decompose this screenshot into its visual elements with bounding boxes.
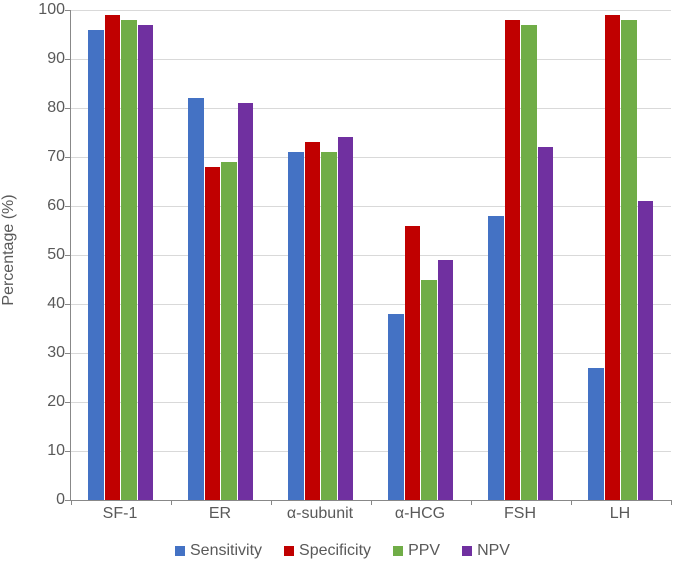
gridline (71, 353, 671, 354)
y-tick-label: 70 (25, 148, 65, 166)
x-tick-mark (71, 500, 72, 505)
gridline (71, 206, 671, 207)
y-tick-label: 20 (25, 393, 65, 411)
x-tick-mark (371, 500, 372, 505)
legend-swatch (462, 546, 472, 556)
bar (488, 216, 504, 500)
gridline (71, 255, 671, 256)
legend-swatch (175, 546, 185, 556)
bar (538, 147, 554, 500)
legend-item: Specificity (284, 542, 371, 560)
x-tick-label: ER (209, 505, 231, 523)
gridline (71, 157, 671, 158)
bar (405, 226, 421, 500)
x-tick-label: LH (610, 505, 630, 523)
bar (221, 162, 237, 500)
legend-label: Sensitivity (190, 542, 262, 560)
legend-item: PPV (393, 542, 440, 560)
bar (421, 280, 437, 501)
bar (305, 142, 321, 500)
y-tick-label: 30 (25, 344, 65, 362)
legend-item: NPV (462, 542, 510, 560)
chart-container: Percentage (%) 0 10 20 30 40 50 60 70 80 90 100 SF… (0, 0, 685, 565)
bar (438, 260, 454, 500)
gridline (71, 402, 671, 403)
bar (205, 167, 221, 500)
y-axis-title: Percentage (%) (0, 194, 18, 305)
legend-label: NPV (477, 542, 510, 560)
gridline (71, 304, 671, 305)
bar (388, 314, 404, 500)
legend-swatch (393, 546, 403, 556)
gridline (71, 10, 671, 11)
bar (321, 152, 337, 500)
bar (505, 20, 521, 500)
legend-label: PPV (408, 542, 440, 560)
gridline (71, 59, 671, 60)
x-tick-label: α-subunit (287, 505, 353, 523)
x-tick-label: α-HCG (395, 505, 445, 523)
bar (288, 152, 304, 500)
y-tick-label: 100 (25, 1, 65, 19)
y-tick-label: 50 (25, 246, 65, 264)
y-tick-label: 90 (25, 50, 65, 68)
y-tick-label: 80 (25, 99, 65, 117)
legend-swatch (284, 546, 294, 556)
x-tick-mark (571, 500, 572, 505)
bar (588, 368, 604, 500)
bar (605, 15, 621, 500)
gridline (71, 108, 671, 109)
x-tick-mark (171, 500, 172, 505)
bar (621, 20, 637, 500)
bar (521, 25, 537, 500)
plot-area (70, 10, 671, 501)
gridline (71, 451, 671, 452)
y-tick-label: 60 (25, 197, 65, 215)
bar (121, 20, 137, 500)
legend-label: Specificity (299, 542, 371, 560)
x-tick-mark (271, 500, 272, 505)
legend: Sensitivity Specificity PPV NPV (0, 542, 685, 560)
bar (88, 30, 104, 500)
bar (638, 201, 654, 500)
y-tick-label: 40 (25, 295, 65, 313)
bar (338, 137, 354, 500)
legend-item: Sensitivity (175, 542, 262, 560)
y-tick-label: 10 (25, 442, 65, 460)
bar (238, 103, 254, 500)
x-tick-label: SF-1 (103, 505, 138, 523)
y-tick-label: 0 (25, 491, 65, 509)
bar (188, 98, 204, 500)
bar (105, 15, 121, 500)
bar (138, 25, 154, 500)
x-tick-label: FSH (504, 505, 536, 523)
x-tick-mark (471, 500, 472, 505)
x-tick-mark (671, 500, 672, 505)
